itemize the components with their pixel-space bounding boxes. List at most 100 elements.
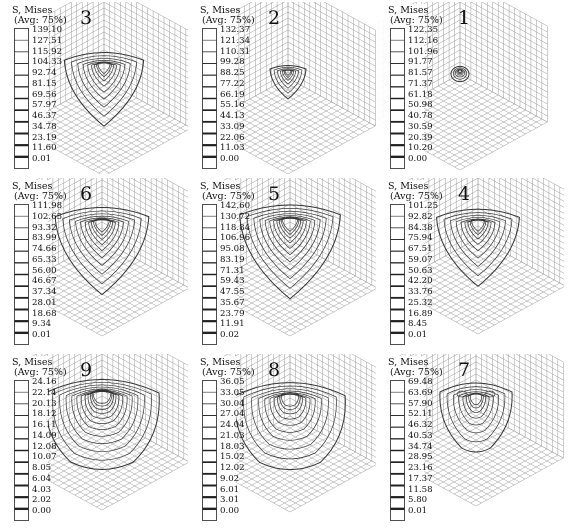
- stress-contours: [239, 204, 341, 300]
- contour-line: [452, 67, 468, 80]
- legend-subtitle: (Avg: 75%): [14, 367, 67, 378]
- legend-value: 18.68: [32, 308, 57, 319]
- legend-value: 10.07: [32, 452, 57, 463]
- legend-value: 17.37: [408, 473, 433, 484]
- panel-number: 6: [80, 183, 93, 205]
- legend-color-bar: [390, 204, 405, 345]
- stress-contours: [439, 382, 513, 453]
- stress-contours: [234, 382, 346, 471]
- legend-value: 0.01: [408, 506, 428, 516]
- legend-color-bar: [14, 380, 29, 521]
- legend-value: 104.33: [32, 57, 63, 68]
- legend-values: 139.10 127.51 115.92 104.33 92.74 81.15 69.56 5…: [32, 25, 62, 165]
- panel-number: 7: [458, 359, 471, 381]
- legend-value: 23.16: [408, 463, 433, 473]
- legend-value: 24.04: [220, 420, 245, 430]
- contour-line: [63, 52, 145, 127]
- contour-line: [92, 389, 112, 404]
- legend-value: 33.09: [220, 121, 245, 132]
- legend-value: 16.89: [408, 308, 433, 319]
- contour-line: [456, 390, 468, 398]
- legend-value: 28.95: [408, 452, 433, 463]
- legend-value: 3.01: [220, 495, 240, 506]
- legend-value: 71.31: [220, 265, 245, 276]
- legend-value: 83.19: [220, 254, 245, 265]
- legend-title: S, Mises: [200, 357, 241, 368]
- legend-value: 10.20: [408, 143, 433, 154]
- legend-value: 61.18: [408, 89, 433, 100]
- contour-line: [258, 390, 322, 441]
- legend-title: S, Mises: [200, 5, 241, 16]
- legend-value: 22.14: [32, 387, 57, 398]
- contour-line: [234, 382, 346, 471]
- legend-value: 8.45: [408, 319, 428, 330]
- legend-value: 127.51: [32, 35, 63, 46]
- legend-title: S, Mises: [12, 5, 53, 16]
- contour-line: [90, 390, 114, 410]
- contour-line: [253, 211, 327, 280]
- contour-line: [54, 207, 150, 296]
- contour-line: [443, 212, 513, 277]
- legend-value: 6.04: [32, 473, 52, 484]
- legend-title: S, Mises: [12, 357, 53, 368]
- contour-line: [484, 390, 496, 398]
- legend-value: 16.11: [32, 420, 57, 430]
- legend-value: 11.60: [32, 143, 57, 154]
- legend-value: 52.11: [408, 409, 433, 420]
- legend-value: 5.80: [408, 495, 428, 506]
- legend-value: 69.48: [408, 377, 433, 387]
- legend-value: 36.05: [220, 377, 245, 387]
- contour-line: [439, 382, 513, 453]
- mesh-grid: [200, 2, 376, 174]
- legend-subtitle: (Avg: 75%): [14, 191, 67, 202]
- legend-value: 46.32: [408, 420, 433, 430]
- contour-line: [246, 208, 334, 289]
- legend-value: 0.00: [408, 154, 428, 164]
- legend-title: S, Mises: [200, 181, 241, 192]
- legend-value: 93.32: [32, 222, 57, 233]
- legend-value: 11.58: [408, 484, 433, 495]
- contour-line: [44, 379, 160, 470]
- legend-value: 0.01: [408, 330, 428, 340]
- stress-contours: [436, 208, 520, 287]
- contour-line: [278, 217, 302, 239]
- legend-value: 40.78: [408, 111, 433, 121]
- stress-panel-9: S, Mises (Avg: 75%) 9 24.16 22.14 20.13 18.12 1…: [2, 354, 188, 526]
- legend-title: S, Mises: [388, 5, 429, 16]
- contour-line: [469, 219, 487, 236]
- legend-value: 14.09: [32, 430, 57, 441]
- legend-value: 2.02: [32, 495, 52, 506]
- stress-contours: [63, 52, 145, 127]
- legend-value: 122.35: [408, 25, 439, 35]
- legend-value: 59.07: [408, 254, 433, 265]
- contour-line: [75, 215, 129, 266]
- contour-line: [284, 69, 292, 76]
- stress-panel-3: S, Mises (Avg: 75%) 3 139.10 127.51 115.92 104…: [2, 2, 188, 174]
- panel-number: 1: [458, 7, 471, 29]
- legend-values: 36.05 33.05 30.04 27.04 24.04 21.03 18.03 15.02…: [220, 377, 245, 517]
- legend-values: 122.35 112.16 101.96 91.77 81.57 71.37 61.18 50…: [408, 25, 438, 165]
- contour-line: [469, 392, 483, 405]
- legend-value: 18.12: [32, 409, 57, 420]
- legend-value: 30.59: [408, 121, 433, 132]
- contour-line: [470, 218, 486, 232]
- legend-subtitle: (Avg: 75%): [202, 367, 255, 378]
- contour-line: [269, 65, 307, 100]
- contour-line: [453, 389, 499, 434]
- stress-contours: [44, 379, 160, 470]
- legend-value: 33.76: [408, 287, 433, 297]
- legend-value: 88.25: [220, 68, 245, 78]
- legend-value: 111.98: [32, 201, 63, 211]
- contour-line: [458, 69, 462, 73]
- contour-line: [436, 208, 520, 287]
- contour-line: [280, 392, 300, 407]
- legend-value: 130.72: [220, 211, 251, 222]
- legend-value: 101.96: [408, 46, 439, 57]
- legend-color-bar: [14, 28, 29, 169]
- legend-value: 110.31: [220, 46, 251, 57]
- legend-color-bar: [202, 28, 217, 169]
- contour-line: [77, 57, 131, 108]
- contour-line: [281, 216, 299, 232]
- contour-line: [446, 386, 506, 443]
- legend-title: S, Mises: [388, 357, 429, 368]
